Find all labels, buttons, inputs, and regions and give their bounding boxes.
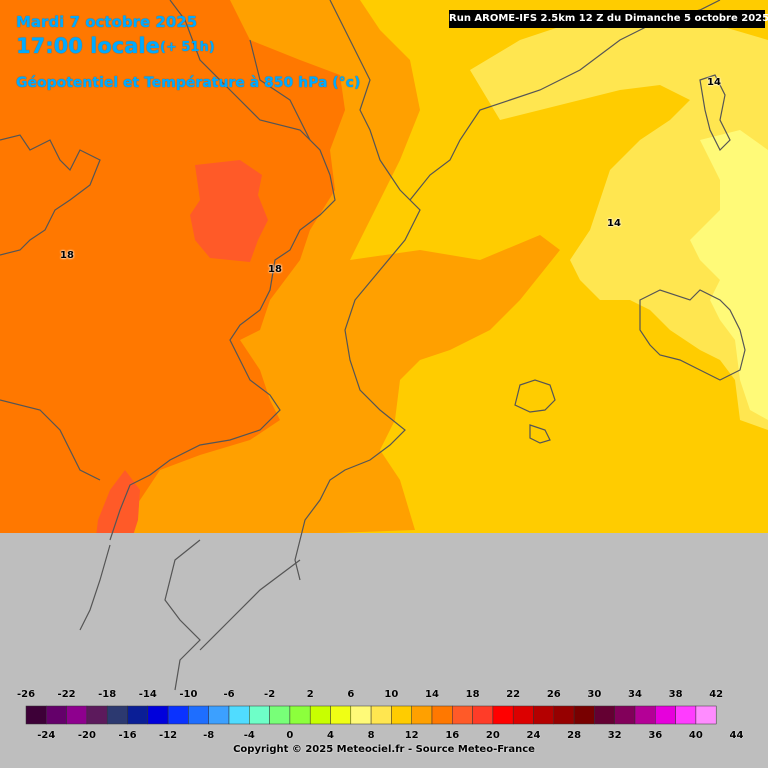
legend-swatch xyxy=(675,705,697,725)
legend-tick-label: -4 xyxy=(243,730,255,741)
zone-13 xyxy=(690,130,768,420)
legend-tick-label: 40 xyxy=(688,730,703,741)
legend-tick-label: 10 xyxy=(384,689,399,700)
legend-swatch xyxy=(573,705,595,725)
color-scale-bar xyxy=(25,705,717,725)
legend-tick-label: 6 xyxy=(347,689,355,700)
legend-tick-label: -10 xyxy=(179,689,198,700)
legend-swatch xyxy=(330,705,352,725)
isoline-label: 14 xyxy=(607,218,621,229)
legend-swatch xyxy=(46,705,67,725)
legend-tick-label: -22 xyxy=(57,689,76,700)
legend-tick-label: -24 xyxy=(37,730,56,741)
parameter-title: Géopotentiel et Température à 850 hPa (°… xyxy=(16,75,361,91)
legend-swatch xyxy=(25,705,47,725)
legend-tick-label: -26 xyxy=(16,689,36,700)
forecast-time: 17:00 locale xyxy=(16,34,160,58)
legend-tick-label: -12 xyxy=(159,730,178,741)
zone-14 xyxy=(470,10,768,430)
legend-tick-label: 18 xyxy=(465,689,480,700)
legend-swatch xyxy=(695,705,717,725)
legend-swatch xyxy=(106,705,128,725)
legend-tick-label: -2 xyxy=(264,689,276,700)
legend-tick-label: 0 xyxy=(286,730,294,741)
legend-tick-label: 4 xyxy=(327,730,334,741)
nodata-area xyxy=(0,533,768,768)
forecast-lead-time: (+ 51h) xyxy=(160,40,215,55)
coastlines xyxy=(0,0,746,691)
legend-swatch xyxy=(634,705,656,725)
legend-tick-label: -18 xyxy=(98,689,117,700)
legend-swatch xyxy=(350,705,372,725)
legend-swatch xyxy=(391,705,412,725)
legend-swatch xyxy=(86,705,108,725)
legend-swatch xyxy=(208,705,230,725)
legend-tick-label: 26 xyxy=(546,689,561,700)
forecast-date: Mardi 7 octobre 2025 xyxy=(16,13,198,31)
legend-swatch xyxy=(472,705,494,725)
legend-swatch xyxy=(228,705,250,725)
legend-tick-label: 8 xyxy=(367,730,375,741)
copyright-text: Copyright © 2025 Meteociel.fr - Source M… xyxy=(233,744,535,755)
isoline-label: 18 xyxy=(268,264,282,275)
legend-swatch xyxy=(269,705,291,725)
legend-swatch xyxy=(533,705,555,725)
legend-swatch xyxy=(188,705,209,725)
legend-swatch xyxy=(127,705,149,725)
legend-swatch xyxy=(411,705,433,725)
legend-swatch xyxy=(147,705,169,725)
legend-tick-label: 32 xyxy=(607,730,622,741)
legend-swatch xyxy=(370,705,392,725)
legend-tick-label: 38 xyxy=(668,689,683,700)
legend-tick-label: -20 xyxy=(77,730,96,741)
legend-tick-label: 36 xyxy=(648,730,663,741)
run-info-banner: Run AROME-IFS 2.5km 12 Z du Dimanche 5 o… xyxy=(449,10,768,28)
legend-swatch xyxy=(66,705,88,725)
legend-tick-label: 22 xyxy=(506,689,521,700)
legend-swatch xyxy=(553,705,575,725)
legend-swatch xyxy=(167,705,189,725)
legend-swatch xyxy=(512,705,534,725)
legend-tick-label: 12 xyxy=(404,730,419,741)
legend-tick-label: -6 xyxy=(223,689,235,700)
legend-swatch xyxy=(452,705,473,725)
isoline-label: 18 xyxy=(60,250,74,261)
legend-swatch xyxy=(655,705,676,725)
legend-tick-label: 30 xyxy=(587,689,602,700)
legend-tick-label: 34 xyxy=(628,689,642,700)
legend-tick-label: 28 xyxy=(567,730,582,741)
isoline-label: 14 xyxy=(707,77,721,88)
legend-tick-label: 2 xyxy=(306,689,314,700)
legend-swatch xyxy=(309,705,331,725)
legend-swatch xyxy=(614,705,636,725)
legend-tick-label: 14 xyxy=(425,689,439,700)
legend-tick-label: 44 xyxy=(729,730,744,741)
legend-tick-label: 24 xyxy=(526,730,541,741)
legend-swatch xyxy=(492,705,514,725)
legend-swatch xyxy=(249,705,270,725)
legend-swatch xyxy=(594,705,615,725)
nodata-edge xyxy=(0,533,768,560)
legend-tick-label: -14 xyxy=(138,689,157,700)
legend-tick-label: -8 xyxy=(203,730,215,741)
zone-19a xyxy=(190,160,268,262)
legend-tick-label: -16 xyxy=(118,730,137,741)
legend-tick-label: 16 xyxy=(445,730,460,741)
zone-18 xyxy=(0,0,345,552)
legend-tick-label: 20 xyxy=(485,730,500,741)
legend-swatch xyxy=(289,705,311,725)
color-scale-legend: -26 -22 -18 -14 -10 -6 -2 2 6 10 14 18 22 26 30 34 38 42-… xyxy=(0,686,768,768)
legend-swatch xyxy=(431,705,453,725)
legend-tick-label: 42 xyxy=(709,689,724,700)
